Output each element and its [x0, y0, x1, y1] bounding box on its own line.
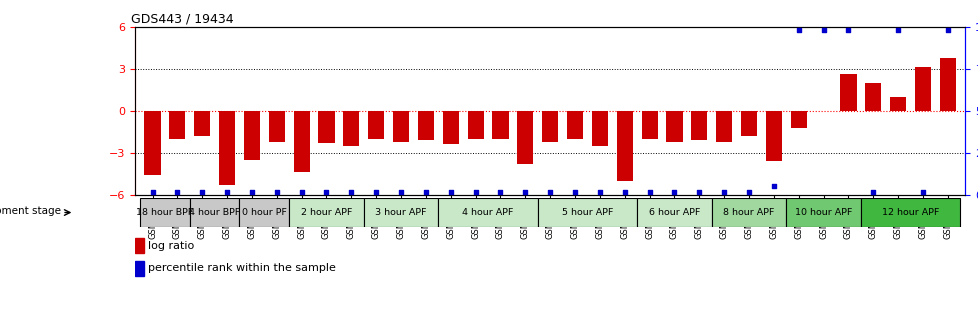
Point: [566, 189, 582, 194]
Bar: [666, 111, 682, 142]
Point: [368, 189, 383, 194]
Bar: [711, 198, 785, 227]
Text: 5 hour APF: 5 hour APF: [561, 208, 612, 217]
Point: [343, 189, 359, 194]
Point: [865, 189, 880, 194]
Point: [766, 184, 781, 189]
Text: 0 hour PF: 0 hour PF: [242, 208, 287, 217]
Text: 4 hour APF: 4 hour APF: [462, 208, 513, 217]
Point: [642, 189, 657, 194]
Bar: [790, 111, 806, 128]
Bar: [140, 198, 190, 227]
Point: [939, 28, 955, 33]
Point: [914, 189, 930, 194]
Point: [790, 28, 806, 33]
Point: [442, 189, 458, 194]
Text: development stage: development stage: [0, 206, 61, 216]
Bar: [860, 198, 959, 227]
Bar: [244, 111, 260, 160]
Point: [889, 28, 905, 33]
Bar: [219, 111, 235, 185]
Bar: [616, 111, 632, 181]
Bar: [442, 111, 459, 144]
Point: [592, 189, 607, 194]
Point: [492, 189, 508, 194]
Point: [145, 189, 160, 194]
Bar: [135, 238, 144, 253]
Bar: [690, 111, 707, 140]
Point: [616, 189, 632, 194]
Bar: [939, 58, 955, 111]
Bar: [368, 111, 384, 139]
Point: [517, 189, 533, 194]
Point: [195, 189, 210, 194]
Bar: [318, 111, 334, 143]
Bar: [637, 198, 711, 227]
Bar: [289, 198, 364, 227]
Bar: [135, 261, 144, 276]
Bar: [566, 111, 583, 139]
Text: 2 hour APF: 2 hour APF: [300, 208, 352, 217]
Bar: [765, 111, 781, 161]
Bar: [516, 111, 533, 164]
Bar: [467, 111, 483, 139]
Bar: [392, 111, 409, 142]
Bar: [785, 198, 860, 227]
Point: [542, 189, 557, 194]
Bar: [914, 68, 930, 111]
Point: [740, 189, 756, 194]
Text: log ratio: log ratio: [148, 241, 194, 251]
Point: [318, 189, 333, 194]
Bar: [343, 111, 359, 146]
Text: 10 hour APF: 10 hour APF: [794, 208, 852, 217]
Bar: [542, 111, 557, 142]
Bar: [592, 111, 607, 146]
Bar: [641, 111, 657, 139]
Bar: [492, 111, 508, 139]
Point: [393, 189, 409, 194]
Text: percentile rank within the sample: percentile rank within the sample: [148, 263, 335, 273]
Bar: [293, 111, 309, 172]
Bar: [889, 97, 906, 111]
Bar: [194, 111, 210, 136]
Bar: [438, 198, 537, 227]
Bar: [865, 83, 880, 111]
Point: [244, 189, 259, 194]
Text: 8 hour APF: 8 hour APF: [723, 208, 774, 217]
Point: [815, 28, 830, 33]
Bar: [839, 75, 856, 111]
Bar: [715, 111, 732, 142]
Point: [269, 189, 285, 194]
Bar: [740, 111, 756, 136]
Text: 18 hour BPF: 18 hour BPF: [136, 208, 194, 217]
Bar: [418, 111, 433, 140]
Text: GDS443 / 19434: GDS443 / 19434: [131, 13, 234, 26]
Bar: [364, 198, 438, 227]
Point: [840, 28, 856, 33]
Bar: [145, 111, 160, 175]
Point: [293, 189, 309, 194]
Text: 3 hour APF: 3 hour APF: [375, 208, 426, 217]
Point: [418, 189, 433, 194]
Point: [690, 189, 706, 194]
Bar: [268, 111, 285, 142]
Point: [716, 189, 732, 194]
Bar: [537, 198, 637, 227]
Text: 4 hour BPF: 4 hour BPF: [189, 208, 240, 217]
Text: 12 hour APF: 12 hour APF: [881, 208, 938, 217]
Text: 6 hour APF: 6 hour APF: [648, 208, 699, 217]
Bar: [240, 198, 289, 227]
Point: [666, 189, 682, 194]
Point: [169, 189, 185, 194]
Point: [219, 189, 235, 194]
Bar: [190, 198, 240, 227]
Bar: [169, 111, 185, 139]
Point: [467, 189, 483, 194]
